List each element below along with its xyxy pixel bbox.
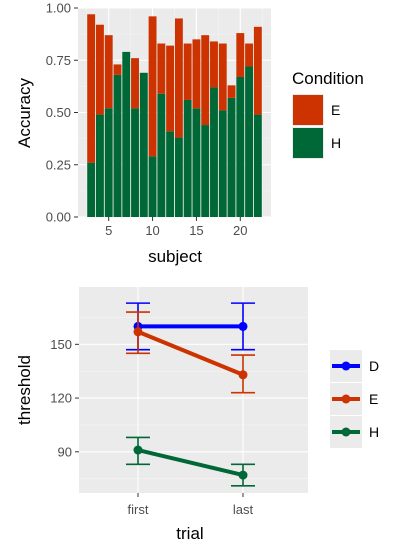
line-chart-x-axis-title: trial bbox=[176, 524, 203, 543]
bar-E-subject-14 bbox=[183, 43, 192, 100]
bar-E-subject-18 bbox=[218, 43, 227, 111]
x-tick-label: 15 bbox=[189, 223, 203, 238]
legend-label-E: E bbox=[369, 391, 378, 407]
bar-H-subject-20 bbox=[236, 76, 245, 217]
bar-chart-y-axis-title: Accuracy bbox=[15, 78, 34, 148]
point-E-first bbox=[133, 327, 143, 337]
y-tick-label: 1.00 bbox=[46, 1, 71, 16]
line-chart-y-axis-title: threshold bbox=[15, 355, 34, 425]
bar-H-subject-10 bbox=[148, 156, 157, 217]
bar-H-subject-16 bbox=[201, 125, 210, 217]
legend-swatch-E bbox=[293, 95, 323, 125]
bar-chart-x-ticks: 5 10 15 20 bbox=[105, 217, 248, 238]
bar-H-subject-13 bbox=[174, 137, 183, 217]
line-chart-y-ticks: 90 120 150 bbox=[50, 337, 79, 459]
bar-H-subject-18 bbox=[218, 110, 227, 217]
series-E bbox=[126, 311, 255, 394]
bar-H-subject-5 bbox=[104, 108, 113, 217]
y-tick-label: 0.75 bbox=[46, 53, 71, 68]
accuracy-bar-chart: 0.00 0.25 0.50 0.75 1.00 5 10 15 20 subject Acc… bbox=[15, 1, 364, 267]
line-chart-legend: D E H bbox=[330, 350, 379, 448]
bar-chart-x-axis-title: subject bbox=[148, 247, 202, 266]
bar-E-subject-19 bbox=[227, 85, 236, 98]
bar-E-subject-15 bbox=[192, 39, 201, 109]
bar-H-subject-22 bbox=[253, 114, 262, 217]
legend-point-H bbox=[341, 427, 351, 437]
legend-swatch-H bbox=[293, 128, 323, 158]
line-H bbox=[137, 448, 244, 478]
line-chart-x-ticks: first last bbox=[128, 493, 254, 517]
bar-E-subject-6 bbox=[113, 64, 122, 75]
point-E-last bbox=[238, 370, 248, 380]
bar-E-subject-16 bbox=[201, 35, 210, 126]
bar-E-subject-3 bbox=[87, 14, 96, 163]
bar-H-subject-21 bbox=[245, 66, 254, 218]
y-tick-label: 0.00 bbox=[46, 210, 71, 225]
y-tick-label: 90 bbox=[58, 444, 72, 459]
legend-label-H: H bbox=[369, 424, 379, 440]
point-D-last bbox=[238, 321, 248, 331]
x-tick-label: 5 bbox=[105, 223, 112, 238]
bar-E-subject-21 bbox=[245, 43, 254, 67]
bar-H-subject-4 bbox=[95, 114, 104, 217]
line-chart-panel bbox=[79, 287, 308, 493]
bar-chart-y-ticks: 0.00 0.25 0.50 0.75 1.00 bbox=[46, 1, 78, 225]
series-H bbox=[126, 436, 255, 487]
bar-E-subject-22 bbox=[253, 26, 262, 115]
bar-H-subject-7 bbox=[122, 51, 131, 217]
bar-H-subject-11 bbox=[157, 93, 166, 217]
bar-E-subject-12 bbox=[166, 45, 175, 132]
bar-chart-legend: Condition E H bbox=[292, 69, 364, 159]
bar-H-subject-8 bbox=[131, 108, 139, 217]
x-tick-label: last bbox=[233, 502, 254, 517]
point-H-first bbox=[133, 445, 143, 455]
legend-title: Condition bbox=[292, 69, 364, 88]
bar-E-subject-20 bbox=[236, 33, 245, 77]
bar-E-subject-17 bbox=[210, 41, 218, 88]
legend-point-D bbox=[341, 361, 351, 371]
bar-H-subject-15 bbox=[192, 108, 201, 217]
bar-H-subject-12 bbox=[166, 131, 175, 217]
legend-label-E: E bbox=[331, 102, 340, 118]
threshold-line-chart: 90 120 150 first last trial threshold D E H bbox=[15, 287, 379, 543]
bar-H-subject-19 bbox=[227, 97, 236, 217]
point-H-last bbox=[238, 470, 248, 480]
y-tick-label: 150 bbox=[50, 337, 72, 352]
bar-E-subject-10 bbox=[148, 16, 157, 157]
legend-label-H: H bbox=[331, 135, 341, 151]
line-chart-series bbox=[126, 302, 255, 487]
bar-H-subject-14 bbox=[183, 99, 192, 217]
legend-point-E bbox=[341, 394, 351, 404]
legend-label-D: D bbox=[369, 358, 379, 374]
x-tick-label: 10 bbox=[145, 223, 159, 238]
bar-E-subject-5 bbox=[104, 35, 113, 109]
bar-E-subject-13 bbox=[174, 18, 183, 138]
x-tick-label: first bbox=[128, 502, 149, 517]
bar-H-subject-6 bbox=[113, 74, 122, 217]
bar-E-subject-4 bbox=[95, 24, 104, 115]
y-tick-label: 120 bbox=[50, 391, 72, 406]
bar-E-subject-11 bbox=[157, 43, 166, 94]
x-tick-label: 20 bbox=[233, 223, 247, 238]
bar-E-subject-8 bbox=[131, 58, 139, 109]
y-tick-label: 0.25 bbox=[46, 157, 71, 172]
line-E bbox=[137, 329, 244, 377]
y-tick-label: 0.50 bbox=[46, 105, 71, 120]
bar-H-subject-9 bbox=[139, 72, 148, 217]
bar-chart-bars bbox=[87, 14, 262, 218]
bar-H-subject-3 bbox=[87, 162, 96, 217]
bar-H-subject-17 bbox=[210, 87, 218, 217]
